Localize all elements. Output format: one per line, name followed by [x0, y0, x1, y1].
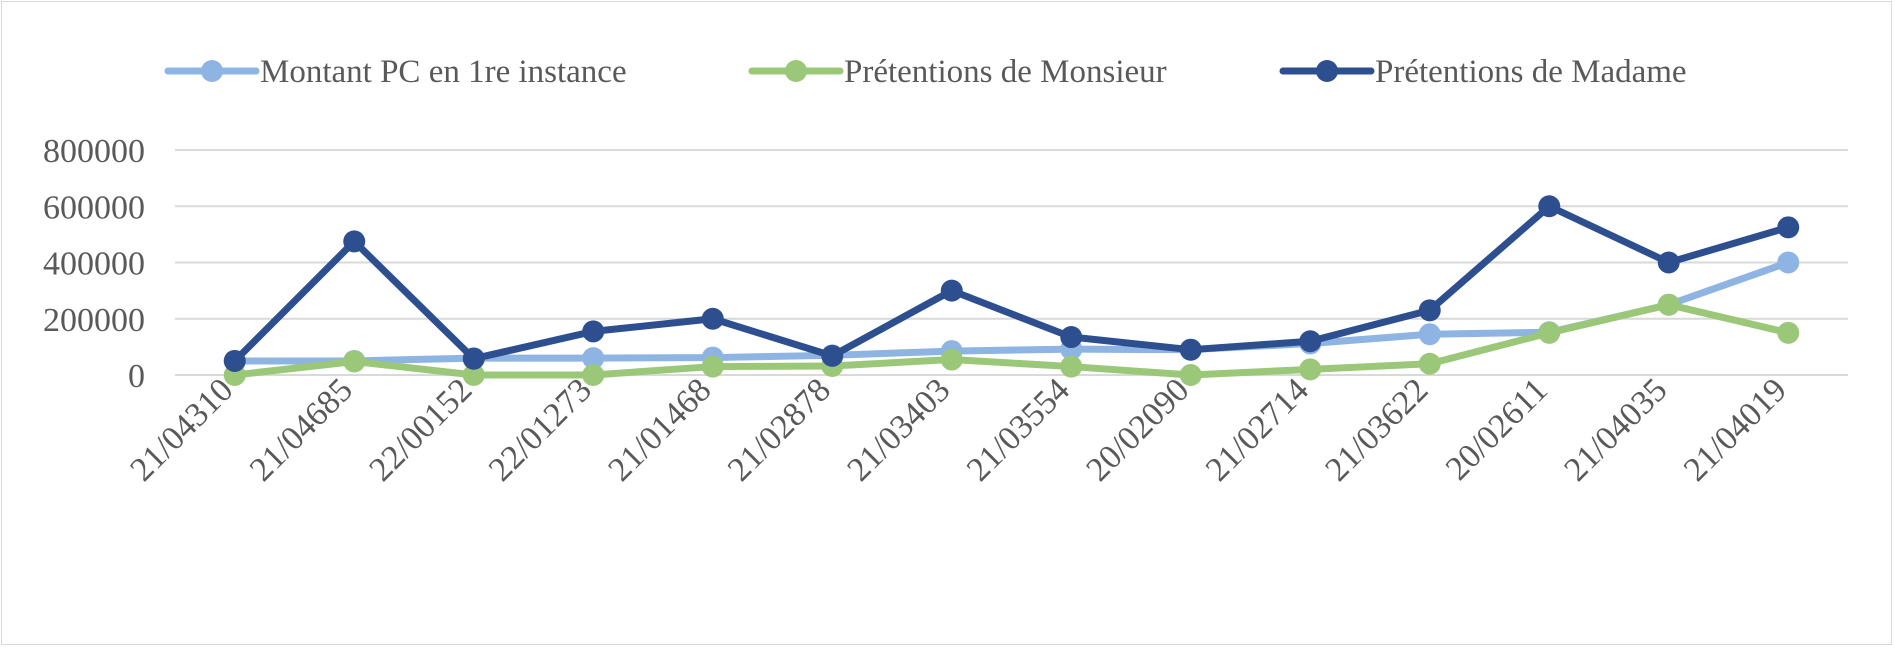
y-tick-label: 400000: [43, 246, 145, 283]
y-tick-label: 600000: [43, 189, 145, 226]
x-tick-label: 21/01468: [601, 371, 718, 488]
gridlines: [175, 149, 1848, 376]
data-point: [1777, 321, 1800, 344]
data-point: [1538, 321, 1561, 344]
data-point: [343, 350, 366, 373]
legend-item: Prétentions de Madame: [1279, 54, 1687, 90]
legend-label: Prétentions de Madame: [1375, 54, 1687, 90]
x-axis: 21/04310 21/04685 22/00152 22/01273 21/01468…: [123, 371, 1793, 488]
data-point: [940, 279, 963, 302]
x-tick-label: 22/00152: [362, 371, 479, 488]
data-point: [343, 230, 366, 253]
data-point: [1657, 293, 1680, 316]
data-point: [940, 348, 963, 371]
legend-swatch-marker: [1316, 60, 1338, 82]
legend-swatch-marker: [785, 60, 807, 82]
legend-label: Montant PC en 1re instance: [260, 54, 627, 90]
data-point: [582, 320, 605, 343]
x-tick-label: 21/04685: [243, 371, 360, 488]
legend-item: Prétentions de Monsieur: [748, 54, 1167, 90]
x-tick-label: 21/03403: [840, 371, 957, 488]
legend-item: Montant PC en 1re instance: [164, 54, 627, 90]
x-tick-label: 21/03554: [960, 371, 1077, 488]
x-tick-label: 21/02878: [721, 371, 838, 488]
y-tick-label: 800000: [43, 133, 145, 170]
y-tick-label: 200000: [43, 302, 145, 339]
y-tick-label: 0: [128, 358, 145, 395]
data-point: [821, 344, 844, 367]
data-point: [582, 347, 605, 370]
data-point: [1657, 251, 1680, 274]
data-point: [223, 349, 246, 372]
data-point: [1418, 352, 1441, 375]
data-point: [462, 347, 485, 370]
series-line: [231, 301, 1792, 379]
data-point: [1179, 338, 1202, 361]
data-point: [1777, 251, 1800, 274]
x-tick-label: 21/04019: [1677, 371, 1794, 488]
series-lines: [223, 195, 1800, 386]
data-point: [701, 307, 724, 330]
legend-swatch-marker: [201, 60, 223, 82]
data-point: [1777, 216, 1800, 239]
data-point: [1060, 355, 1083, 378]
data-point: [1299, 330, 1322, 353]
series-line: [231, 259, 1792, 365]
x-tick-label: 20/02611: [1439, 371, 1555, 487]
data-point: [701, 355, 724, 378]
data-point: [1538, 195, 1561, 218]
y-axis: 0 200000 400000 600000 800000: [43, 133, 145, 395]
legend: Montant PC en 1re instance Prétentions de…: [164, 54, 1687, 90]
x-tick-label: 21/02714: [1199, 371, 1316, 488]
series-3: [223, 195, 1800, 372]
data-point: [1418, 299, 1441, 322]
data-point: [1179, 364, 1202, 386]
x-tick-label: 21/04035: [1557, 371, 1674, 488]
x-tick-label: 22/01273: [482, 371, 599, 488]
data-point: [1299, 358, 1322, 381]
x-tick-label: 21/03622: [1318, 371, 1435, 488]
series-line: [231, 202, 1792, 365]
data-point: [1418, 323, 1441, 346]
data-point: [582, 364, 605, 386]
data-point: [462, 364, 485, 386]
series-2: [223, 293, 1800, 386]
x-tick-label: 20/02090: [1079, 371, 1196, 488]
data-point: [1060, 326, 1083, 349]
legend-label: Prétentions de Monsieur: [844, 54, 1167, 90]
